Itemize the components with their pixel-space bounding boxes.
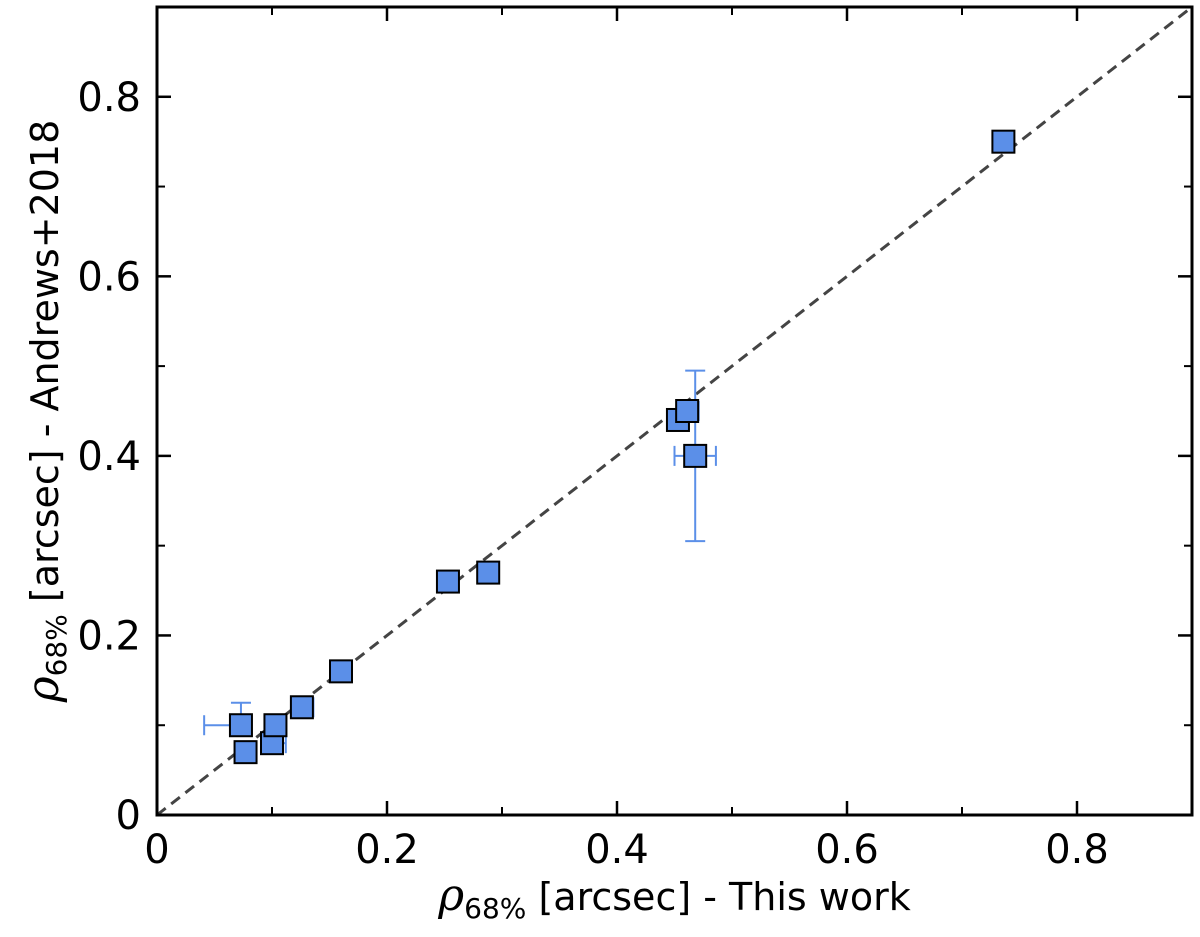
data-point-square [289, 695, 314, 720]
y-axis-label-text: [arcsec] - Andrews+2018 [23, 120, 67, 614]
errorbar-layer [203, 369, 717, 754]
data-point-square [233, 740, 258, 765]
x-axis-label: ρ68% [arcsec] - This work [437, 870, 910, 925]
data-point-square [329, 659, 353, 684]
data-point-square [675, 399, 700, 423]
data-point-square [683, 443, 708, 468]
points-layer [228, 129, 1016, 765]
plot-frame [155, 5, 1194, 817]
x-axis-label-subscript: 68% [464, 892, 526, 925]
x-tick-label: 0.4 [585, 827, 649, 873]
data-point-square [476, 560, 501, 585]
y-tick-label: 0 [116, 793, 141, 839]
data-point-square [263, 713, 288, 738]
data-point-square [991, 129, 1016, 154]
y-axis-label-subscript: 68% [40, 614, 73, 676]
y-axis-label: ρ68% [arcsec] - Andrews+2018 [18, 120, 73, 704]
x-tick-label: 0.2 [355, 827, 419, 873]
x-tick-label: 0.8 [1045, 827, 1109, 873]
y-tick-label: 0.6 [77, 254, 141, 300]
x-tick-label: 0 [144, 827, 169, 873]
x-tick-label: 0.6 [815, 827, 879, 873]
y-tick-label: 0.8 [77, 75, 141, 121]
y-axis-label-symbol: ρ [18, 676, 69, 703]
x-axis-label-text: [arcsec] - This work [526, 875, 910, 919]
data-point-square [435, 569, 460, 594]
data-point-square [228, 713, 253, 738]
y-tick-label: 0.4 [77, 434, 141, 480]
x-axis-label-symbol: ρ [437, 870, 464, 921]
y-tick-label: 0.2 [77, 613, 141, 659]
